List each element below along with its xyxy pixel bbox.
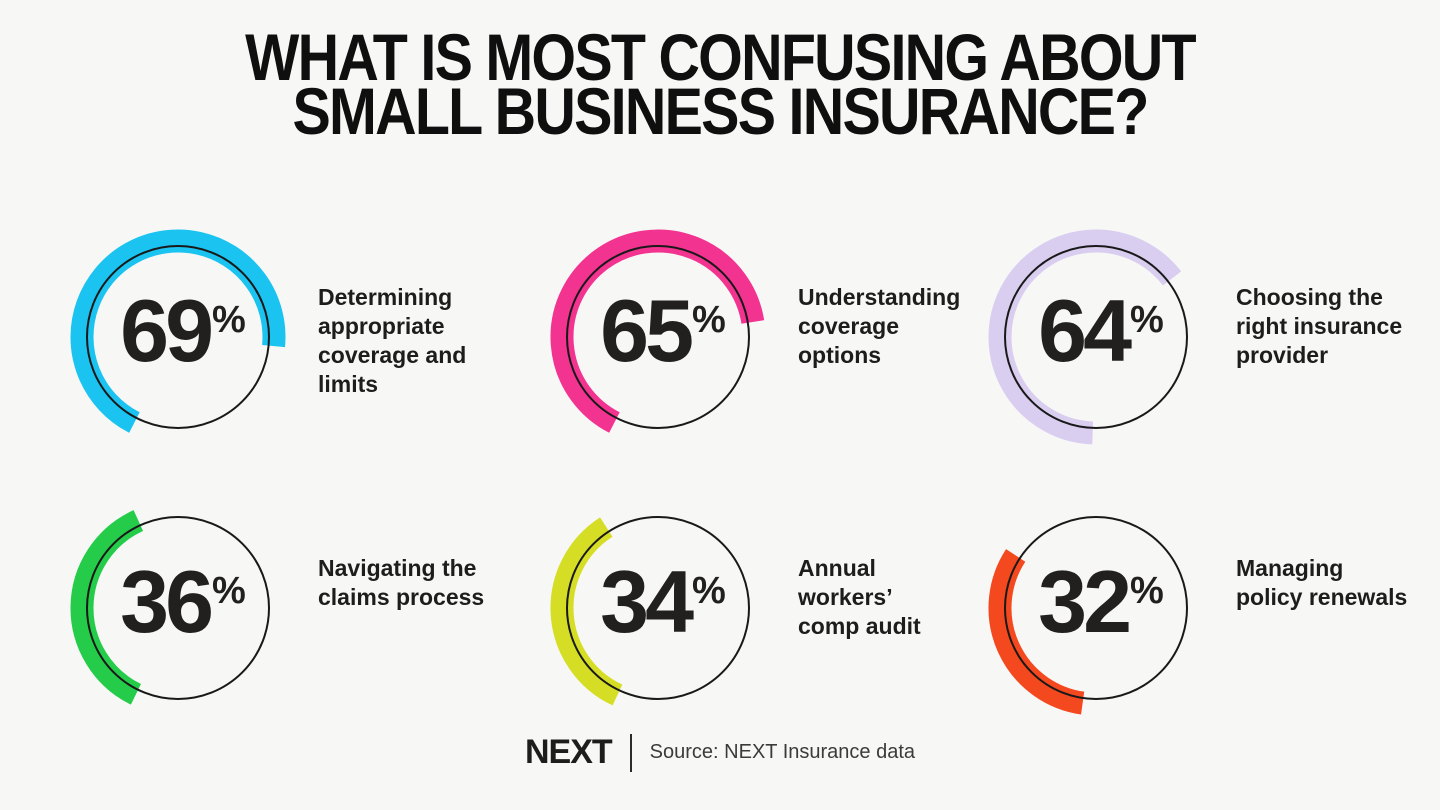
percent-sign: % [1130, 570, 1164, 612]
title-line-1: WHAT IS MOST CONFUSING ABOUT [245, 20, 1196, 94]
ring-outline-circle [566, 245, 750, 429]
ring-outline-circle [86, 516, 270, 700]
stat-card-coverage-options: 65% Understanding coverage options [546, 225, 960, 449]
ring-chart: 36% [66, 496, 290, 720]
percent-number: 69 [120, 281, 214, 380]
percent-number: 32 [1038, 552, 1132, 651]
stat-label: Annual workers’ comp audit [798, 555, 921, 639]
ring-chart-svg [988, 229, 1188, 445]
percent-value: 64% [984, 225, 1208, 449]
stat-label: Managing policy renewals [1236, 555, 1408, 610]
stat-card-workers-comp-audit: 34% Annual workers’ comp audit [546, 496, 921, 720]
percent-value: 69% [66, 225, 290, 449]
percent-sign: % [212, 570, 246, 612]
ring-chart-svg [70, 229, 286, 433]
ring-chart: 34% [546, 496, 770, 720]
percent-value: 65% [546, 225, 770, 449]
ring-chart-svg [550, 229, 765, 433]
progress-arc [550, 229, 765, 433]
percent-number: 64 [1038, 281, 1132, 380]
percent-value: 36% [66, 496, 290, 720]
stat-label: Navigating the claims process [318, 555, 485, 610]
footer-divider [629, 733, 632, 772]
percent-number: 65 [600, 281, 694, 380]
title-line-2: SMALL BUSINESS INSURANCE? [292, 74, 1149, 148]
ring-chart-svg [70, 510, 270, 705]
ring-chart: 69% [66, 225, 290, 449]
stat-card-coverage-limits: 69% Determining appropriate coverage and… [66, 225, 466, 449]
progress-arc [988, 229, 1182, 445]
ring-outline-circle [86, 245, 270, 429]
page-title: WHAT IS MOST CONFUSING ABOUT SMALL BUSIN… [94, 20, 1347, 148]
percent-number: 36 [120, 552, 214, 651]
stat-label: Choosing the right insurance provider [1236, 284, 1403, 368]
progress-arc [70, 510, 144, 705]
ring-outline-circle [1004, 516, 1188, 700]
footer: NEXT Source: NEXT Insurance data [0, 733, 1440, 772]
percent-sign: % [1130, 299, 1164, 341]
percent-number: 34 [600, 552, 694, 651]
percent-value: 34% [546, 496, 770, 720]
ring-outline-circle [1004, 245, 1188, 429]
percent-value: 32% [984, 496, 1208, 720]
next-logo: NEXT [524, 733, 613, 771]
ring-chart: 32% [984, 496, 1208, 720]
ring-chart-svg [988, 516, 1188, 715]
stat-card-right-provider: 64% Choosing the right insurance provide… [984, 225, 1402, 449]
progress-arc [550, 517, 623, 706]
percent-sign: % [212, 299, 246, 341]
ring-chart: 64% [984, 225, 1208, 449]
source-text: Source: NEXT Insurance data [649, 741, 916, 763]
progress-arc [70, 229, 286, 433]
stat-card-policy-renewals: 32% Managing policy renewals [984, 496, 1407, 720]
ring-outline-circle [566, 516, 750, 700]
progress-arc [988, 549, 1085, 715]
stat-label: Determining appropriate coverage and lim… [318, 284, 467, 397]
percent-sign: % [692, 299, 726, 341]
stat-label: Understanding coverage options [798, 284, 961, 368]
ring-chart-svg [550, 516, 750, 706]
percent-sign: % [692, 570, 726, 612]
ring-chart: 65% [546, 225, 770, 449]
stat-card-claims-process: 36% Navigating the claims process [66, 496, 484, 720]
